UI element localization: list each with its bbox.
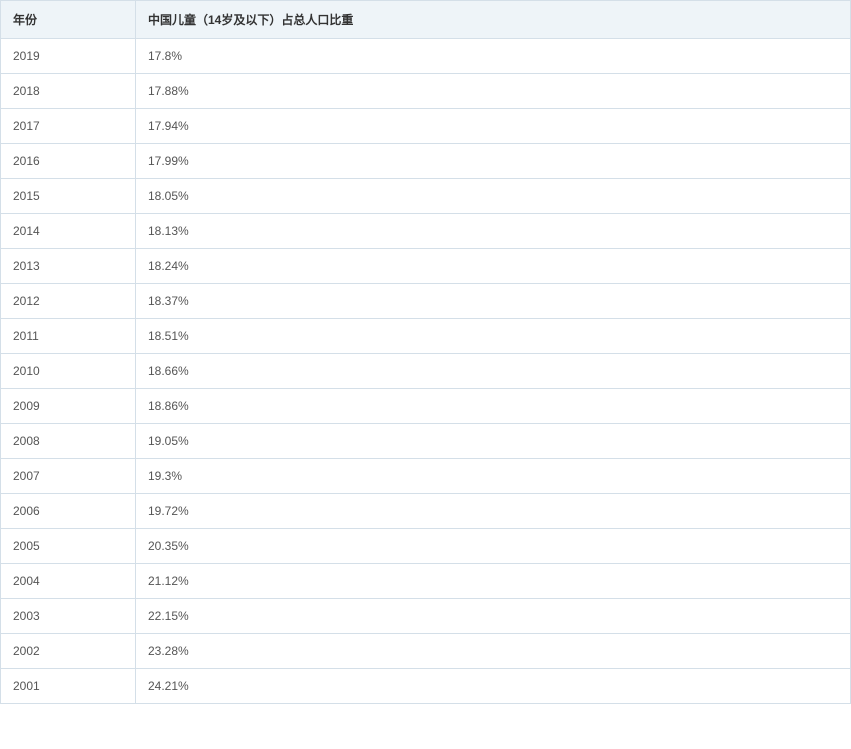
cell-year: 2007 [1, 459, 136, 494]
cell-year: 2006 [1, 494, 136, 529]
table-header: 年份 中国儿童（14岁及以下）占总人口比重 [1, 1, 851, 39]
cell-percentage: 23.28% [136, 634, 851, 669]
cell-percentage: 18.05% [136, 179, 851, 214]
cell-year: 2008 [1, 424, 136, 459]
table-row: 2005 20.35% [1, 529, 851, 564]
table-row: 2016 17.99% [1, 144, 851, 179]
cell-year: 2001 [1, 669, 136, 704]
cell-percentage: 18.24% [136, 249, 851, 284]
cell-year: 2002 [1, 634, 136, 669]
cell-year: 2004 [1, 564, 136, 599]
cell-year: 2015 [1, 179, 136, 214]
table-row: 2014 18.13% [1, 214, 851, 249]
table-row: 2010 18.66% [1, 354, 851, 389]
cell-percentage: 19.3% [136, 459, 851, 494]
cell-percentage: 19.05% [136, 424, 851, 459]
cell-year: 2016 [1, 144, 136, 179]
table-row: 2003 22.15% [1, 599, 851, 634]
cell-year: 2019 [1, 39, 136, 74]
cell-year: 2010 [1, 354, 136, 389]
table-body: 2019 17.8% 2018 17.88% 2017 17.94% 2016 … [1, 39, 851, 704]
cell-percentage: 17.94% [136, 109, 851, 144]
table-row: 2015 18.05% [1, 179, 851, 214]
cell-year: 2011 [1, 319, 136, 354]
column-header-year: 年份 [1, 1, 136, 39]
table-row: 2019 17.8% [1, 39, 851, 74]
table-row: 2007 19.3% [1, 459, 851, 494]
cell-percentage: 19.72% [136, 494, 851, 529]
cell-year: 2017 [1, 109, 136, 144]
cell-percentage: 21.12% [136, 564, 851, 599]
table-row: 2013 18.24% [1, 249, 851, 284]
table-row: 2001 24.21% [1, 669, 851, 704]
table-row: 2002 23.28% [1, 634, 851, 669]
cell-year: 2014 [1, 214, 136, 249]
column-header-percentage: 中国儿童（14岁及以下）占总人口比重 [136, 1, 851, 39]
table-row: 2011 18.51% [1, 319, 851, 354]
data-table: 年份 中国儿童（14岁及以下）占总人口比重 2019 17.8% 2018 17… [0, 0, 851, 704]
table-row: 2008 19.05% [1, 424, 851, 459]
cell-percentage: 18.66% [136, 354, 851, 389]
table-header-row: 年份 中国儿童（14岁及以下）占总人口比重 [1, 1, 851, 39]
table-row: 2004 21.12% [1, 564, 851, 599]
table-row: 2012 18.37% [1, 284, 851, 319]
cell-percentage: 20.35% [136, 529, 851, 564]
table-row: 2009 18.86% [1, 389, 851, 424]
cell-year: 2005 [1, 529, 136, 564]
table-row: 2006 19.72% [1, 494, 851, 529]
cell-year: 2009 [1, 389, 136, 424]
cell-year: 2018 [1, 74, 136, 109]
cell-percentage: 18.86% [136, 389, 851, 424]
cell-percentage: 18.51% [136, 319, 851, 354]
table-row: 2017 17.94% [1, 109, 851, 144]
cell-year: 2003 [1, 599, 136, 634]
cell-percentage: 17.99% [136, 144, 851, 179]
cell-percentage: 17.88% [136, 74, 851, 109]
cell-percentage: 22.15% [136, 599, 851, 634]
cell-percentage: 17.8% [136, 39, 851, 74]
cell-percentage: 24.21% [136, 669, 851, 704]
cell-percentage: 18.37% [136, 284, 851, 319]
cell-year: 2013 [1, 249, 136, 284]
table-row: 2018 17.88% [1, 74, 851, 109]
cell-year: 2012 [1, 284, 136, 319]
cell-percentage: 18.13% [136, 214, 851, 249]
